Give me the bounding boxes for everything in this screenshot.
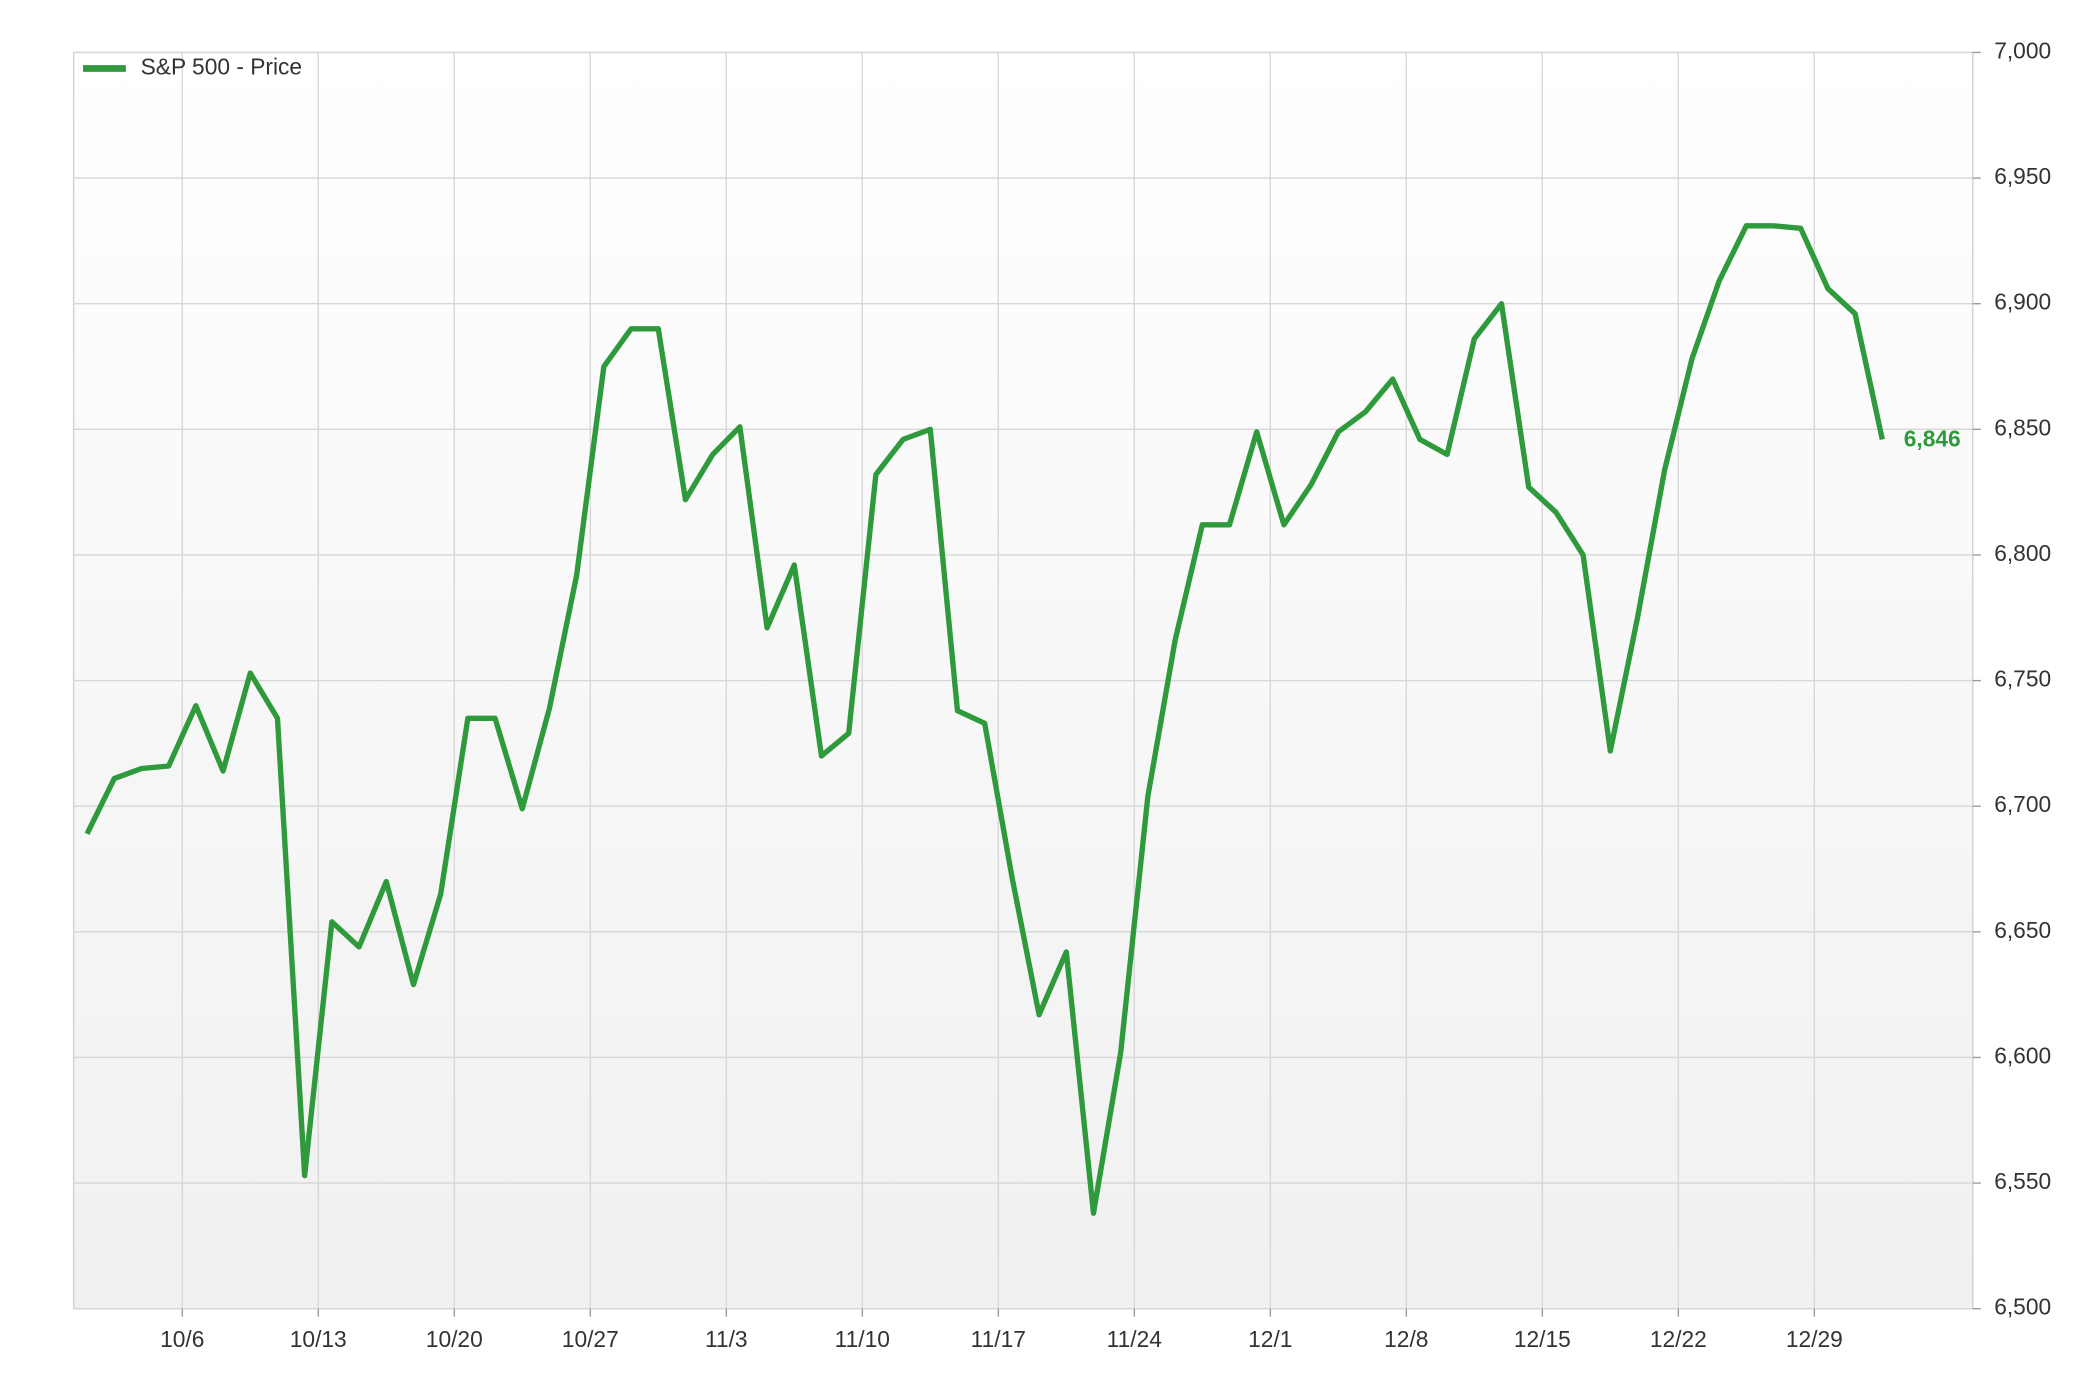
- y-tick-label: 6,800: [1994, 540, 2051, 566]
- y-tick-label: 6,850: [1994, 414, 2051, 440]
- y-tick-label: 6,950: [1994, 163, 2051, 189]
- x-tick-label: 12/29: [1786, 1326, 1843, 1352]
- x-tick-label: 12/22: [1650, 1326, 1707, 1352]
- x-tick-label: 11/10: [835, 1326, 890, 1352]
- y-tick-label: 6,900: [1994, 289, 2051, 315]
- y-tick-label: 6,650: [1994, 917, 2051, 943]
- y-tick-label: 6,600: [1994, 1042, 2051, 1068]
- legend-label: S&P 500 - Price: [141, 54, 302, 80]
- y-tick-label: 6,550: [1994, 1168, 2051, 1194]
- y-tick-label: 6,700: [1994, 791, 2051, 817]
- x-tick-label: 10/20: [426, 1326, 483, 1352]
- x-tick-label: 11/3: [705, 1326, 748, 1352]
- x-tick-label: 10/6: [160, 1326, 204, 1352]
- value-label: 6,846: [1904, 426, 1961, 452]
- x-tick-label: 12/15: [1514, 1326, 1571, 1352]
- x-tick-label: 10/27: [562, 1326, 619, 1352]
- y-tick-label: 7,000: [1994, 37, 2051, 63]
- x-tick-label: 11/24: [1107, 1326, 1162, 1352]
- x-tick-label: 12/1: [1248, 1326, 1292, 1352]
- y-tick-label: 6,500: [1994, 1294, 2051, 1320]
- x-tick-label: 11/17: [971, 1326, 1026, 1352]
- x-tick-label: 12/8: [1384, 1326, 1428, 1352]
- price-line: [84, 223, 1885, 1216]
- x-tick-label: 10/13: [290, 1326, 347, 1352]
- y-tick-label: 6,750: [1994, 666, 2051, 692]
